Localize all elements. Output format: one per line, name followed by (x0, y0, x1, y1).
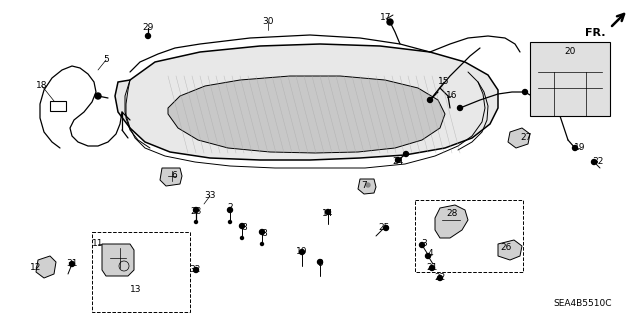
Circle shape (300, 249, 305, 255)
Polygon shape (435, 205, 468, 238)
Text: 6: 6 (171, 172, 177, 181)
Circle shape (95, 93, 101, 99)
Circle shape (366, 183, 370, 187)
Text: 29: 29 (142, 24, 154, 33)
Text: 5: 5 (103, 56, 109, 64)
Bar (92, 232, 190, 312)
Text: 12: 12 (30, 263, 42, 272)
Circle shape (419, 242, 424, 248)
Circle shape (591, 160, 596, 165)
Circle shape (573, 145, 577, 151)
Text: 32: 32 (592, 158, 604, 167)
Circle shape (403, 152, 408, 157)
Text: 25: 25 (378, 224, 390, 233)
Text: 28: 28 (446, 210, 458, 219)
Text: 23: 23 (190, 207, 202, 217)
Circle shape (326, 210, 330, 214)
Text: 8: 8 (261, 229, 267, 239)
Circle shape (241, 236, 243, 240)
Circle shape (70, 262, 74, 266)
Circle shape (228, 220, 232, 224)
Polygon shape (115, 44, 498, 160)
Text: 16: 16 (446, 92, 458, 100)
Text: 13: 13 (131, 286, 141, 294)
Text: 9: 9 (317, 259, 323, 269)
Circle shape (259, 229, 264, 234)
Text: 2: 2 (227, 204, 233, 212)
Circle shape (396, 158, 401, 162)
Polygon shape (160, 168, 182, 186)
Text: 24: 24 (392, 158, 404, 167)
Circle shape (195, 220, 198, 224)
Text: SEA4B5510C: SEA4B5510C (554, 299, 612, 308)
Polygon shape (530, 42, 610, 116)
Circle shape (522, 90, 527, 94)
Circle shape (227, 207, 232, 212)
Text: 17: 17 (380, 13, 392, 23)
Circle shape (438, 276, 442, 280)
Circle shape (429, 265, 435, 271)
Text: 10: 10 (296, 248, 308, 256)
Text: 33: 33 (204, 191, 216, 201)
Text: 26: 26 (500, 243, 512, 253)
Text: 14: 14 (323, 210, 333, 219)
Circle shape (458, 106, 463, 110)
Text: 15: 15 (438, 78, 450, 86)
Circle shape (428, 98, 433, 102)
Polygon shape (168, 76, 445, 153)
Text: 22: 22 (435, 273, 445, 283)
Circle shape (239, 224, 244, 228)
Text: 18: 18 (36, 81, 48, 91)
Text: 19: 19 (574, 144, 586, 152)
Bar (50, 101, 66, 111)
Text: 3: 3 (421, 240, 427, 249)
Text: 32: 32 (189, 265, 201, 275)
Polygon shape (36, 256, 56, 278)
Circle shape (193, 207, 198, 212)
Circle shape (193, 268, 198, 272)
Bar (415, 200, 523, 272)
Text: 20: 20 (564, 48, 576, 56)
Polygon shape (358, 179, 376, 194)
Text: 27: 27 (520, 133, 532, 143)
Polygon shape (498, 240, 522, 260)
Text: 4: 4 (427, 249, 433, 258)
Text: 8: 8 (241, 224, 247, 233)
Polygon shape (102, 244, 134, 276)
Circle shape (426, 254, 431, 258)
Text: 30: 30 (262, 18, 274, 26)
Circle shape (145, 33, 150, 39)
Polygon shape (508, 128, 530, 148)
Circle shape (260, 242, 264, 246)
Circle shape (387, 19, 393, 25)
Text: 7: 7 (361, 182, 367, 190)
Text: 21: 21 (426, 263, 438, 272)
Text: FR.: FR. (586, 28, 606, 38)
Text: 11: 11 (92, 240, 104, 249)
Circle shape (317, 259, 323, 264)
Circle shape (383, 226, 388, 231)
Text: 31: 31 (67, 259, 77, 269)
